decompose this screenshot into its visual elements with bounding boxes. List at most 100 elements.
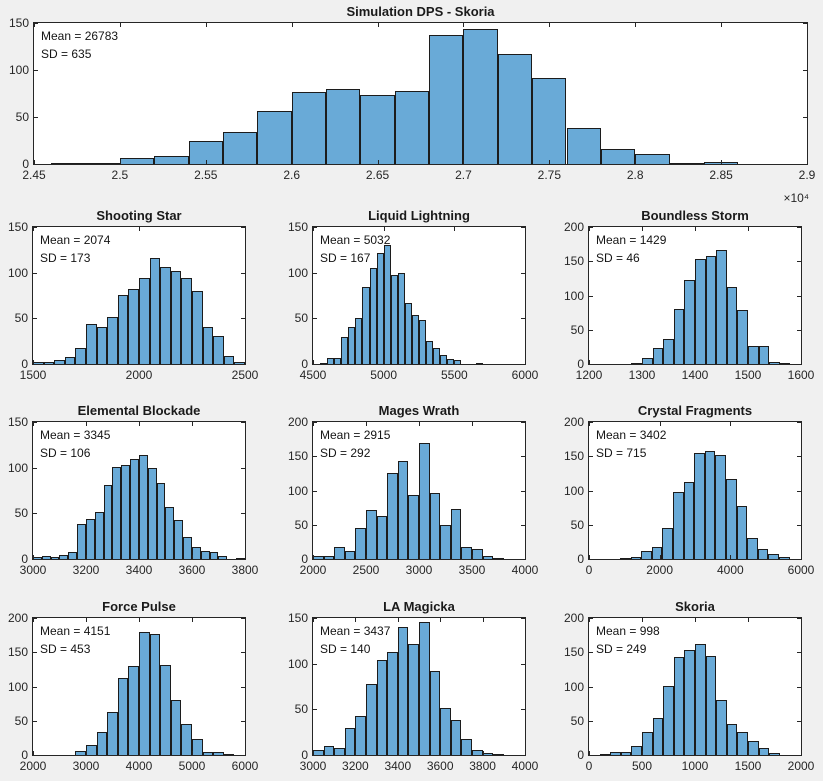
x-tick (245, 360, 246, 364)
y-tick (521, 559, 525, 560)
x-tick (454, 360, 456, 364)
mean-annotation: Mean = 4151 (40, 624, 111, 638)
histogram-bar (138, 454, 148, 559)
y-tick (241, 467, 245, 469)
x-tick-label: 4000 (511, 563, 539, 577)
x-tick (549, 23, 551, 27)
y-tick (589, 490, 593, 492)
x-tick (377, 160, 379, 164)
histogram-bar (447, 359, 455, 364)
y-tick (241, 318, 245, 320)
histogram-bar (461, 547, 472, 559)
x-tick-label: 5000 (370, 368, 398, 382)
histogram-bar (610, 752, 621, 755)
histogram-bar (344, 727, 356, 755)
x-tick (245, 227, 246, 231)
histogram-bar (86, 745, 97, 755)
mean-annotation: Mean = 3402 (596, 428, 667, 442)
x-tick-label: 2500 (231, 368, 259, 382)
y-tick (803, 117, 807, 118)
y-tick (33, 513, 37, 515)
x-tick (589, 555, 590, 559)
subplot-simulation-dps-skoria: Simulation DPS - Skoria Mean = 26783 SD … (9, 4, 815, 205)
histogram-bar (408, 494, 419, 559)
histogram-bar (450, 509, 462, 559)
x-tick-label: 4500 (299, 368, 327, 382)
histogram-bar (662, 527, 674, 559)
histogram-bar (390, 274, 398, 364)
histogram-bar (663, 338, 674, 364)
y-tick (241, 559, 245, 560)
x-tick (366, 422, 367, 426)
histogram-bar (181, 723, 192, 755)
y-tick (589, 422, 593, 423)
histogram-bar (54, 360, 65, 364)
histogram-bar (694, 452, 705, 559)
x-tick (642, 618, 643, 622)
histogram-bar (191, 547, 201, 559)
y-tick (313, 524, 317, 526)
x-tick (635, 160, 637, 164)
x-tick (119, 160, 121, 164)
x-tick (205, 23, 207, 27)
histogram-bar (130, 458, 139, 559)
y-tick-label: 100 (7, 265, 28, 280)
histogram-bar (68, 551, 78, 559)
x-tick-label: 1500 (19, 368, 47, 382)
y-tick (241, 513, 245, 515)
sd-annotation: SD = 635 (41, 47, 92, 61)
y-tick (797, 618, 801, 619)
y-tick (521, 227, 525, 228)
histogram-bar (223, 753, 235, 755)
histogram-bar (121, 464, 131, 559)
y-tick (803, 23, 807, 24)
y-tick (241, 422, 245, 423)
histogram-bar (642, 357, 653, 364)
x-tick (86, 422, 87, 426)
y-tick (797, 456, 801, 458)
y-tick (589, 456, 593, 458)
histogram-bar (50, 557, 60, 559)
histogram-bar (323, 745, 335, 755)
x-tick-label: 3400 (384, 759, 412, 773)
histogram-bar (684, 650, 695, 755)
x-tick-label: 3600 (178, 563, 206, 577)
y-tick (33, 559, 37, 560)
sd-annotation: SD = 715 (596, 446, 647, 460)
histogram-bar (769, 361, 780, 364)
histogram-bar (192, 290, 203, 364)
x-tick (119, 23, 121, 27)
x-tick (549, 160, 551, 164)
y-tick (521, 524, 525, 526)
stats-annotation: Mean = 3437 SD = 140 (320, 622, 390, 658)
y-tick (33, 720, 37, 722)
y-tick (313, 318, 317, 320)
histogram-bar (440, 707, 451, 755)
x-tick-label: 6000 (231, 759, 259, 773)
x-tick (383, 360, 385, 364)
subplot-mages-wrath: Mages Wrath Mean = 2915 SD = 292 2000 250… (288, 403, 538, 577)
subplot-boundless-storm: Boundless Storm Mean = 1429 SD = 46 1200… (564, 208, 814, 382)
histogram-bar (566, 128, 601, 164)
x-tick-label: 3000 (19, 563, 47, 577)
y-tick (797, 652, 801, 654)
y-tick-label: 100 (563, 483, 584, 498)
histogram-bar (41, 556, 51, 559)
x-tick (86, 618, 87, 622)
x-tick (635, 23, 637, 27)
histogram-bar (156, 483, 166, 559)
x-tick (589, 618, 590, 622)
x-tick-label: 1400 (681, 368, 709, 382)
histogram-bar (695, 644, 706, 755)
x-tick (245, 751, 246, 755)
y-tick (34, 117, 38, 118)
histogram-bar (86, 323, 97, 364)
y-tick-label: 150 (8, 16, 29, 30)
subplot-shooting-star: Shooting Star Mean = 2074 SD = 173 1500 2… (8, 208, 258, 382)
x-tick (139, 227, 140, 231)
x-tick (589, 751, 590, 755)
histogram-bar (652, 348, 664, 364)
y-tick (34, 70, 38, 71)
x-tick (33, 422, 34, 426)
x-tick (730, 422, 732, 426)
